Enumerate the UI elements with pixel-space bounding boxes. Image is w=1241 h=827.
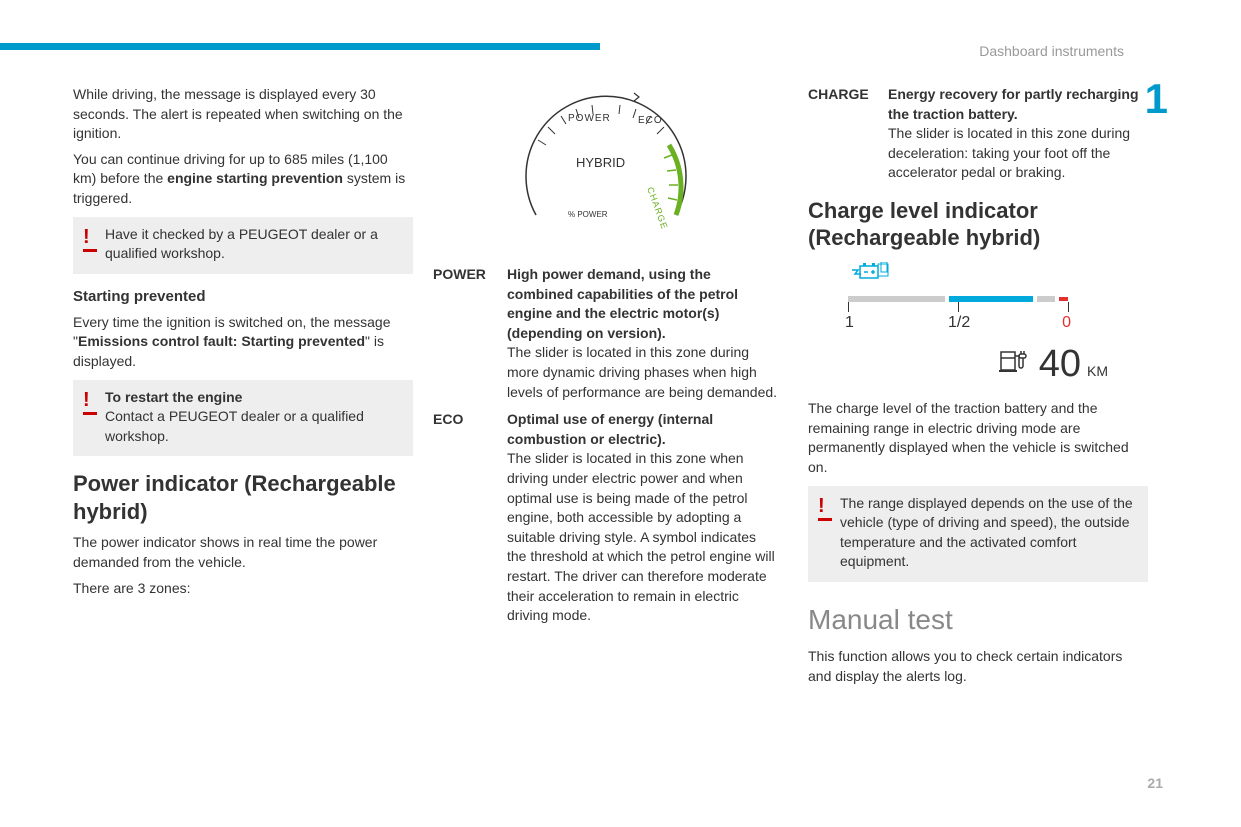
def-power-bold: High power demand, using the combined ca… — [507, 266, 738, 341]
alert-box-range: ! The range displayed depends on the use… — [808, 486, 1148, 582]
def-charge-body: The slider is located in this zone durin… — [888, 125, 1130, 180]
range-display: 40 KM — [848, 338, 1108, 391]
section-header: Dashboard instruments — [979, 42, 1124, 62]
def-power: POWER High power demand, using the combi… — [433, 265, 778, 402]
gauge-charge-label: CHARGE — [645, 186, 670, 231]
def-eco-bold: Optimal use of energy (internal combusti… — [507, 411, 713, 447]
starting-text: Every time the ignition is switched on, … — [73, 313, 413, 372]
intro-paragraph-2: You can continue driving for up to 685 m… — [73, 150, 413, 209]
def-charge-bold: Energy recovery for partly recharging th… — [888, 86, 1139, 122]
heading-manual-test: Manual test — [808, 600, 1148, 639]
gauge-hybrid-label: HYBRID — [576, 155, 625, 170]
def-label-charge: CHARGE — [808, 85, 876, 105]
fuel-plug-icon — [997, 348, 1029, 386]
def-charge: CHARGE Energy recovery for partly rechar… — [808, 85, 1148, 183]
range-unit: KM — [1087, 362, 1108, 382]
manual-test-body: This function allows you to check certai… — [808, 647, 1148, 686]
alert-text: The range displayed depends on the use o… — [840, 494, 1138, 572]
charge-description: The charge level of the traction battery… — [808, 399, 1148, 477]
heading-charge-level: Charge level indicator (Rechargeable hyb… — [808, 197, 1148, 252]
def-eco-body: The slider is located in this zone when … — [507, 450, 775, 623]
tick-0: 0 — [1062, 312, 1071, 334]
charge-ticks: 1 1/2 0 — [848, 302, 1068, 330]
intro-paragraph-1: While driving, the message is displayed … — [73, 85, 413, 144]
warning-icon: ! — [818, 496, 832, 521]
power-text-2: There are 3 zones: — [73, 579, 413, 599]
alert-text: To restart the engine Contact a PEUGEOT … — [105, 388, 403, 447]
warning-icon: ! — [83, 227, 97, 252]
warning-icon: ! — [83, 390, 97, 415]
alert-text: Have it checked by a PEUGEOT dealer or a… — [105, 225, 403, 264]
def-label-eco: ECO — [433, 410, 495, 430]
gauge-power-label: POWER — [568, 113, 611, 124]
gauge-pct-label: % POWER — [568, 210, 608, 219]
gauge-eco-label: ECO — [638, 115, 663, 126]
tick-half: 1/2 — [948, 312, 970, 334]
alert-box-check-dealer: ! Have it checked by a PEUGEOT dealer or… — [73, 217, 413, 274]
page-number: 21 — [1147, 774, 1163, 794]
power-gauge: POWER ECO CHARGE HYBRID % POWER — [506, 85, 706, 245]
range-value: 40 — [1039, 338, 1081, 391]
charge-level-indicator: 1 1/2 0 40 KM — [848, 262, 1088, 391]
column-3: CHARGE Energy recovery for partly rechar… — [808, 85, 1148, 692]
def-label-power: POWER — [433, 265, 495, 285]
def-eco: ECO Optimal use of energy (internal comb… — [433, 410, 778, 626]
content-area: While driving, the message is displayed … — [73, 85, 1168, 692]
column-2: POWER ECO CHARGE HYBRID % POWER POWER Hi… — [433, 85, 778, 692]
battery-icon — [848, 262, 892, 292]
def-power-body: The slider is located in this zone durin… — [507, 344, 777, 399]
heading-starting-prevented: Starting prevented — [73, 286, 413, 307]
heading-power-indicator: Power indicator (Rechargeable hybrid) — [73, 470, 413, 525]
power-text-1: The power indicator shows in real time t… — [73, 533, 413, 572]
tick-1: 1 — [845, 312, 854, 334]
top-accent-bar — [0, 43, 600, 50]
column-1: While driving, the message is displayed … — [73, 85, 413, 692]
alert-box-restart: ! To restart the engine Contact a PEUGEO… — [73, 380, 413, 457]
